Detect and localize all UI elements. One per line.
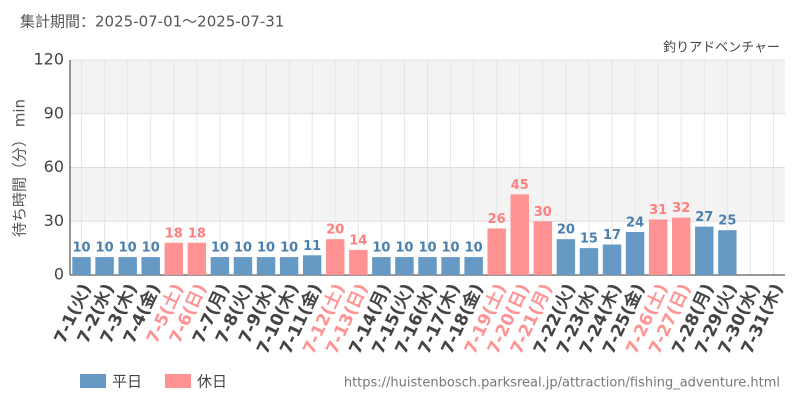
y-tick-label: 60 — [44, 157, 64, 176]
value-label: 10 — [211, 241, 229, 256]
value-label: 15 — [580, 232, 598, 247]
legend-label: 平日 — [112, 373, 142, 391]
chart-title: 集計期間：2025-07-01～2025-07-31 — [20, 13, 284, 31]
bar — [72, 257, 91, 275]
y-tick-label: 30 — [44, 211, 64, 230]
bar — [118, 257, 137, 275]
source-url: https://huistenbosch.parksreal.jp/attrac… — [344, 376, 780, 391]
value-label: 31 — [649, 203, 667, 218]
value-label: 10 — [257, 241, 275, 256]
y-tick-label: 90 — [44, 103, 64, 122]
value-label: 10 — [72, 241, 90, 256]
bar — [579, 248, 599, 275]
bar — [95, 257, 114, 275]
bar — [187, 242, 207, 275]
bar — [372, 257, 391, 275]
bar — [418, 257, 437, 275]
legend-swatch — [165, 374, 191, 388]
value-label: 27 — [695, 210, 713, 225]
bar — [648, 219, 668, 275]
value-label: 18 — [165, 226, 183, 241]
bar — [441, 257, 460, 275]
value-label: 10 — [395, 241, 413, 256]
bar — [695, 226, 714, 275]
bar — [533, 221, 553, 275]
value-label: 45 — [511, 178, 529, 193]
bar — [256, 257, 276, 275]
bar — [210, 257, 230, 275]
bar — [671, 217, 691, 275]
value-label: 10 — [418, 241, 436, 256]
value-label: 20 — [326, 223, 344, 238]
value-label: 17 — [603, 228, 621, 243]
bar — [233, 257, 253, 275]
value-label: 14 — [349, 233, 367, 248]
bar — [279, 257, 299, 275]
value-label: 25 — [718, 214, 736, 229]
bar — [625, 232, 645, 275]
value-label: 10 — [372, 241, 390, 256]
value-label: 26 — [488, 212, 506, 227]
value-label: 18 — [188, 226, 206, 241]
value-label: 32 — [672, 201, 690, 216]
bar — [602, 244, 622, 275]
value-label: 10 — [96, 241, 114, 256]
bar — [464, 257, 483, 275]
bar — [718, 230, 737, 275]
bar — [141, 257, 160, 275]
bar — [487, 228, 506, 275]
value-label: 11 — [303, 239, 321, 254]
bar — [395, 257, 414, 275]
value-label: 20 — [557, 223, 575, 238]
value-label: 10 — [234, 241, 252, 256]
chart-subtitle: 釣りアドベンチャー — [663, 40, 780, 56]
value-label: 10 — [119, 241, 137, 256]
y-tick-label: 120 — [33, 50, 64, 69]
value-label: 10 — [142, 241, 160, 256]
legend-label: 休日 — [197, 373, 227, 391]
value-label: 30 — [534, 205, 552, 220]
bar — [556, 239, 576, 275]
legend-swatch — [80, 374, 106, 388]
value-label: 10 — [280, 241, 298, 256]
bar — [510, 194, 529, 275]
bar — [349, 249, 368, 275]
bar — [302, 255, 322, 275]
y-tick-label: 0 — [54, 265, 64, 284]
y-axis-label: 待ち時間（分） min — [11, 99, 29, 237]
value-label: 24 — [626, 216, 644, 231]
bar — [326, 239, 345, 275]
value-label: 10 — [442, 241, 460, 256]
bar — [164, 242, 184, 275]
value-label: 10 — [465, 241, 483, 256]
